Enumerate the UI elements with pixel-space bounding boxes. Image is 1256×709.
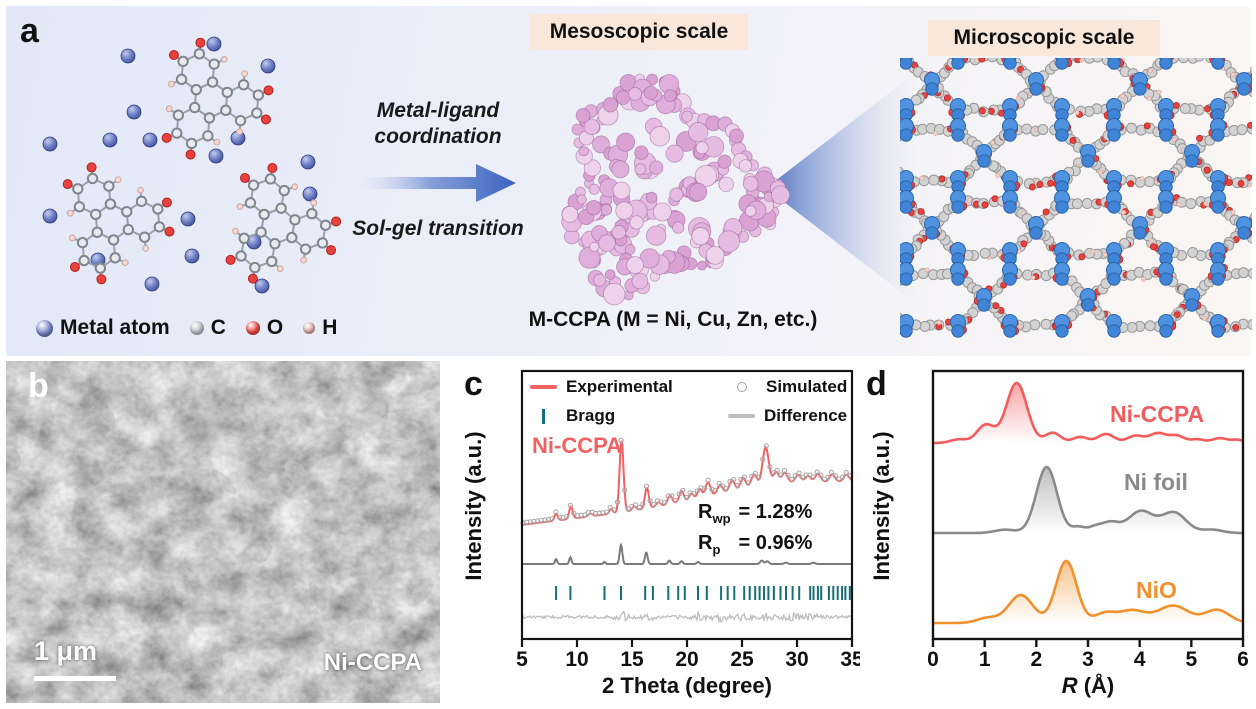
microscopic-scale-title: Microscopic scale: [928, 20, 1160, 56]
Ni-CCPA-fill: [933, 383, 1243, 443]
difference-line-icon: [728, 414, 755, 418]
rwp-value: Rwp = 1.28%: [698, 501, 813, 526]
scale-bar: 1 μm: [34, 636, 116, 681]
reaction-arrow-block: Metal-ligand coordination Sol-gel transi…: [350, 98, 526, 278]
xrd-y-axis-title: Intensity (a.u.): [461, 431, 486, 581]
exafs-y-axis-title: Intensity (a.u.): [869, 431, 894, 581]
svg-text:2: 2: [1030, 648, 1042, 671]
atom-legend: Metal atom C O H: [36, 316, 337, 340]
simulated-markers: [520, 437, 853, 526]
NiO-curve: [933, 559, 1244, 625]
sem-sample-label: Ni-CCPA: [323, 649, 422, 676]
legend-item-carbon: C: [189, 316, 226, 340]
svg-text:5: 5: [1185, 648, 1197, 671]
panel-b-sem-image: b 1 μm Ni-CCPA: [6, 361, 440, 703]
gel-particle-spheres: [561, 73, 791, 306]
svg-text:30: 30: [785, 648, 808, 671]
sem-micrograph: [6, 361, 440, 703]
svg-text:3: 3: [1082, 648, 1094, 671]
svg-text:10: 10: [565, 648, 588, 671]
mccpa-caption: M-CCPA (M = Ni, Cu, Zn, etc.): [528, 308, 818, 331]
Ni foil-fill: [933, 467, 1243, 533]
exafs-x-axis-title: R (Å): [1061, 673, 1115, 698]
xrd-plot: 5 10 15 20 25 30 35: [516, 369, 860, 671]
refinement-statistics: Rwp = 1.28% Rp = 0.96%: [698, 501, 812, 563]
xrd-x-axis-title: 2 Theta (degree): [602, 673, 772, 698]
oxygen-sphere-icon: [245, 321, 260, 335]
microscopic-framework-illustration: [900, 58, 1252, 338]
svg-text:4: 4: [1134, 648, 1146, 671]
simulated-circle-icon: [737, 382, 747, 392]
svg-text:20: 20: [675, 648, 698, 671]
panel-a-letter: a: [20, 12, 39, 50]
ligand-molecule: [225, 162, 342, 284]
ligand-molecule: [161, 37, 274, 160]
svg-text:35: 35: [840, 648, 860, 671]
ligand-molecules-illustration: [42, 36, 342, 294]
legend-item-hydrogen: H: [303, 316, 337, 340]
carbon-sphere-icon: [189, 321, 204, 335]
right-arrow-icon: [358, 164, 516, 202]
hydrogen-sphere-icon: [303, 322, 316, 334]
legend-item-bragg: Bragg: [530, 406, 728, 426]
bragg-ticks: [555, 586, 851, 600]
svg-text:25: 25: [730, 648, 754, 671]
legend-label-carbon: C: [210, 316, 226, 339]
calculated-curve: [522, 542, 852, 565]
series-label-nio: NiO: [1136, 577, 1177, 603]
framework-spheres: [900, 58, 1252, 338]
panel-d-exafs-chart: d 0 1 2 3 4 5 6 Ni-CCPA Ni foil NiO Intensity …: [860, 361, 1256, 709]
scale-bar-line: [34, 676, 116, 681]
xrd-sample-label: Ni-CCPA: [532, 433, 623, 458]
svg-text:6: 6: [1237, 648, 1249, 671]
difference-curve: [521, 610, 853, 624]
exafs-plot: 0 1 2 3 4 5 6: [927, 369, 1249, 671]
panel-d-letter: d: [866, 365, 887, 403]
legend-item-metal-atom: Metal atom: [36, 316, 170, 340]
svg-text:0: 0: [927, 648, 939, 671]
legend-label-metal-atom: Metal atom: [60, 316, 170, 339]
Ni-CCPA-curve: [933, 381, 1244, 445]
bragg-tick-icon: [542, 408, 545, 424]
sol-gel-transition-label: Sol-gel transition: [352, 217, 524, 240]
rp-value: Rp = 0.96%: [698, 532, 813, 557]
legend-item-oxygen: O: [245, 316, 284, 340]
panel-a-scheme: a Metal-ligand coordination Sol-gel tran…: [6, 6, 1252, 356]
zoom-cone: [766, 74, 914, 302]
experimental-line-icon: [530, 385, 557, 389]
mesoscopic-gel-particle: [561, 73, 791, 306]
panel-c-xrd-chart: c 5 10 15 20 25 30 35 Experimental Simulated B…: [446, 361, 860, 709]
series-label-ni-ccpa: Ni-CCPA: [1110, 401, 1205, 427]
panel-b-letter: b: [28, 367, 49, 405]
metal-atom-sphere-icon: [36, 319, 53, 337]
metal-ligand-coordination-label: Metal-ligand coordination: [374, 99, 502, 149]
scale-bar-label: 1 μm: [34, 636, 98, 666]
legend-label-oxygen: O: [266, 316, 284, 339]
legend-item-difference: Difference: [728, 406, 847, 426]
legend-item-simulated: Simulated: [728, 377, 847, 397]
ligand-molecule: [62, 162, 175, 285]
legend-item-experimental: Experimental: [530, 377, 728, 397]
legend-label-hydrogen: H: [322, 316, 338, 339]
series-label-ni-foil: Ni foil: [1124, 469, 1188, 495]
panel-c-letter: c: [464, 365, 483, 403]
mesoscopic-scale-title: Mesoscopic scale: [530, 14, 748, 50]
svg-text:1: 1: [979, 648, 991, 671]
Ni foil-curve: [933, 465, 1243, 535]
svg-text:15: 15: [620, 648, 644, 671]
xrd-legend: Experimental Simulated Bragg Difference: [530, 377, 847, 426]
svg-text:5: 5: [516, 648, 528, 671]
